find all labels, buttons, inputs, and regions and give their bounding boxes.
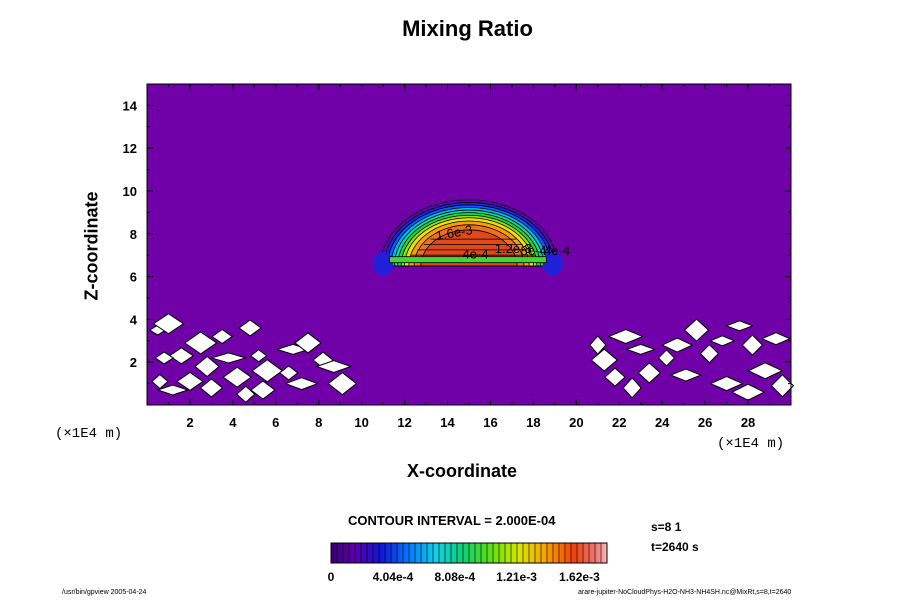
x-tick-label: 20 (569, 415, 583, 430)
terrain-block (669, 368, 703, 382)
x-tick-label: 24 (655, 415, 670, 430)
s-annotation: s=8 1 (651, 520, 682, 534)
terrain-block (604, 367, 626, 387)
terrain-block (709, 335, 736, 347)
x-tick-label: 4 (229, 415, 237, 430)
terrain-block (327, 371, 358, 396)
contour-label: 4e-4 (544, 243, 570, 258)
colorbar-tick-label: 0 (328, 570, 335, 584)
x-tick-label: 2 (186, 415, 193, 430)
contour-label: 4e-4 (463, 246, 489, 261)
terrain-block (194, 355, 220, 378)
y-tick-label: 12 (123, 141, 137, 156)
y-axis-unit: (×1E4 m) (55, 426, 123, 442)
terrain-block (637, 362, 662, 384)
terrain-block (249, 349, 268, 363)
terrain-block (622, 377, 642, 399)
terrain-block (725, 320, 754, 332)
x-tick-label: 28 (741, 415, 755, 430)
terrain-block (699, 343, 720, 364)
terrain-block (209, 352, 248, 364)
x-axis-label: X-coordinate (407, 461, 518, 481)
x-tick-label: 16 (483, 415, 497, 430)
x-tick-label: 12 (397, 415, 411, 430)
terrain-block (294, 332, 322, 354)
y-tick-label: 10 (123, 184, 137, 199)
x-tick-label: 18 (526, 415, 540, 430)
terrain-block (709, 376, 744, 392)
y-tick-label: 6 (130, 270, 137, 285)
y-tick-label: 8 (130, 227, 137, 242)
terrain-block (168, 347, 195, 365)
contour-label: 1.2e-3 (495, 241, 532, 256)
terrain-block (760, 332, 792, 346)
terrain-block (211, 328, 234, 345)
y-axis-label: Z-coordinate (81, 191, 102, 301)
terrain-block (747, 362, 784, 380)
x-axis-unit: (×1E4 m) (717, 436, 785, 452)
x-tick-label: 26 (698, 415, 712, 430)
contour-label: 1.6e-3 (435, 222, 474, 243)
terrain-block (199, 378, 224, 398)
footer-left: /usr/bin/gpview 2005-04-24 (62, 589, 147, 596)
plot-area: 1.6e-31.2e-38e-44e-4 4e-4 (147, 84, 791, 405)
terrain-block (657, 349, 676, 367)
x-tick-label: 10 (354, 415, 368, 430)
y-tick-label: 14 (123, 98, 138, 113)
terrain-block (770, 374, 795, 398)
colorbar-tick-label: 4.04e-4 (373, 570, 414, 584)
terrain-block (156, 384, 190, 396)
terrain-block (730, 383, 766, 401)
colorbar-tick-label: 1.62e-3 (559, 570, 600, 584)
y-tick-label: 2 (130, 355, 137, 370)
terrain-block (607, 328, 645, 345)
terrain-block (284, 377, 319, 391)
terrain-block (235, 385, 256, 403)
x-tick-label: 22 (612, 415, 626, 430)
contour-base-band (389, 256, 547, 264)
terrain-block (238, 319, 262, 337)
chart-title: Mixing Ratio (402, 16, 533, 41)
colorbar-tick-label: 1.21e-3 (496, 570, 537, 584)
terrain-block (183, 331, 218, 355)
x-tick-label: 14 (440, 415, 455, 430)
y-tick-label: 4 (130, 312, 138, 327)
terrain-obstacles (148, 313, 795, 403)
terrain-block (741, 334, 764, 356)
terrain-block (315, 359, 353, 374)
terrain-block (152, 313, 185, 335)
x-tick-label: 6 (272, 415, 279, 430)
contour-lobe-left (373, 251, 394, 276)
terrain-block (278, 365, 299, 381)
contour-label: 8e-4 (521, 243, 547, 258)
footer-right: arare-jupiter-NoCloudPhys-H2O-NH3-NH4SH.… (578, 589, 792, 596)
terrain-block (222, 366, 253, 388)
terrain-block (589, 335, 607, 355)
contour-interval-label: CONTOUR INTERVAL = 2.000E-04 (348, 513, 556, 528)
terrain-block (176, 371, 204, 392)
colorbar: 0 4.04e-4 8.08e-4 1.21e-3 1.62e-3 (328, 542, 608, 584)
terrain-block (154, 351, 175, 365)
colorbar-tick-label: 8.08e-4 (435, 570, 476, 584)
terrain-block (661, 337, 694, 353)
x-tick-label: 8 (315, 415, 322, 430)
terrain-block (250, 380, 276, 400)
terrain-block (625, 343, 657, 355)
terrain-block (151, 373, 169, 390)
contour-lobe-right (542, 251, 563, 276)
t-annotation: t=2640 s (651, 540, 699, 554)
terrain-block (683, 318, 710, 342)
